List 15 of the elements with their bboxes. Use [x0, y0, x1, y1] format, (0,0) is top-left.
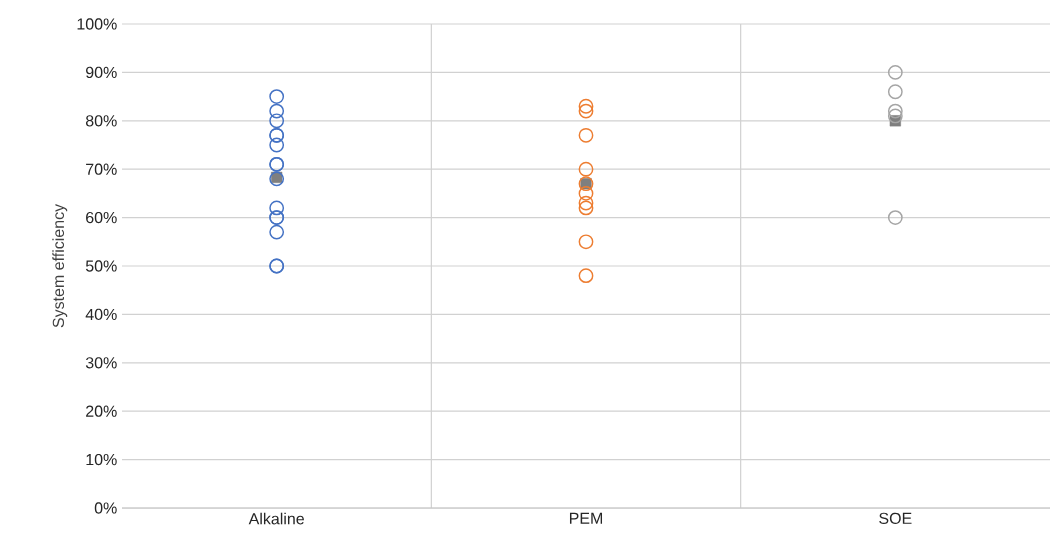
x-tick-label: SOE	[879, 512, 912, 525]
y-tick-label: 20%	[86, 405, 117, 417]
y-tick-label: 70%	[86, 163, 117, 175]
y-tick-label: 90%	[86, 66, 117, 79]
y-tick-label: 30%	[85, 357, 117, 369]
y-tick-label: 60%	[86, 211, 117, 224]
y-tick-label: 100%	[77, 18, 117, 30]
y-tick-label: 50%	[85, 260, 117, 272]
y-tick-label: 80%	[85, 115, 117, 127]
x-tick-label: Alkaline	[248, 512, 304, 525]
y-tick-label: 10%	[86, 453, 117, 466]
x-tick-label: PEM	[569, 512, 603, 524]
y-tick-label: 40%	[85, 308, 117, 321]
y-axis-title: System efficiency	[52, 203, 68, 328]
y-tick-label: 0%	[94, 502, 117, 514]
